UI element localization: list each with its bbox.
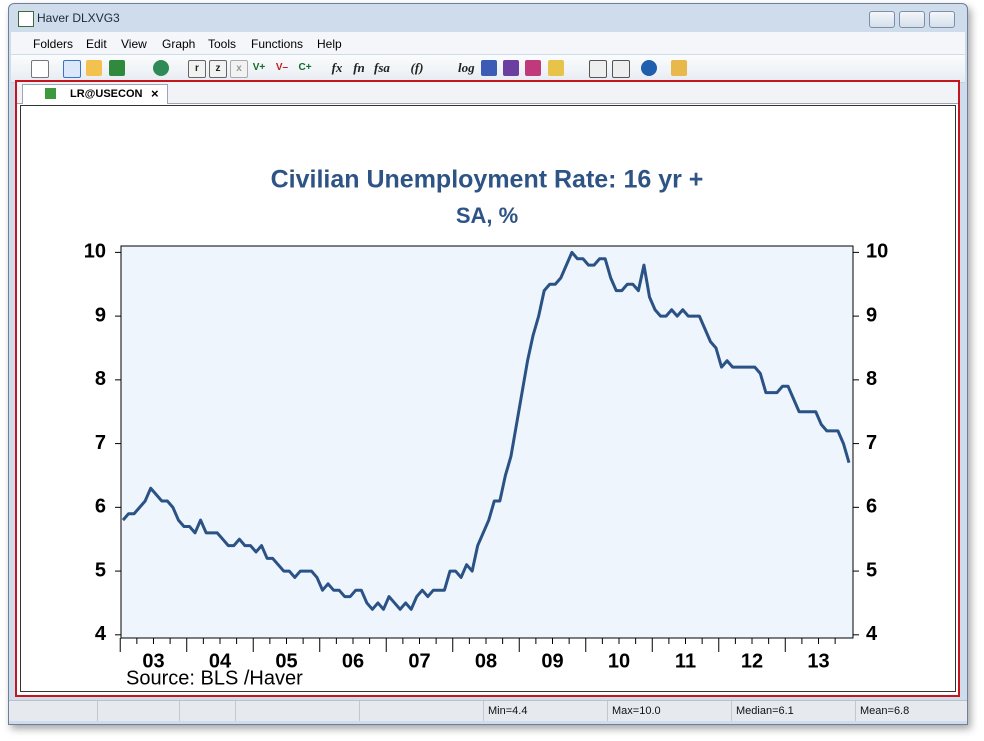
y2-tick-label: 8	[866, 368, 877, 390]
menu-item[interactable]: Tools	[208, 37, 237, 51]
y-tick-label: 10	[84, 241, 106, 263]
tab-icon	[45, 88, 56, 99]
status-cell	[607, 701, 608, 721]
toolbar-button[interactable]: log	[458, 60, 475, 75]
chart-subtitle: SA, %	[456, 203, 518, 228]
excel-button[interactable]	[109, 60, 125, 76]
status-cell	[731, 701, 732, 721]
x-tick-label: 13	[807, 650, 829, 672]
toolbar-button[interactable]: x	[230, 60, 248, 78]
forward-button[interactable]	[612, 60, 630, 78]
tab-close[interactable]: ×	[151, 86, 159, 101]
y2-tick-label: 7	[866, 432, 877, 454]
status-cell	[855, 701, 856, 721]
status-mean: Mean=6.8	[860, 705, 910, 717]
y-tick-label: 8	[95, 368, 106, 390]
plot-area	[120, 245, 854, 639]
open-button[interactable]	[86, 60, 102, 76]
source-note: Source: BLS /Haver	[126, 667, 303, 689]
x-tick-label: 10	[608, 650, 630, 672]
toolbar-button[interactable]: fn	[353, 60, 365, 75]
graph-button[interactable]	[63, 60, 81, 78]
menu-item[interactable]: Folders	[33, 37, 74, 51]
window-title: Haver DLXVG3	[37, 11, 120, 25]
y-tick-label: 4	[95, 623, 107, 645]
title-bar: Haver DLXVG3	[9, 4, 967, 32]
status-cell	[483, 701, 484, 721]
document-tab[interactable]: LR@USECON ×	[22, 84, 168, 104]
status-cell	[235, 701, 236, 721]
x-tick-label: 12	[741, 650, 763, 672]
x-tick-label: 04	[209, 650, 232, 672]
minimize-button[interactable]	[869, 11, 895, 28]
y2-tick-label: 9	[866, 304, 877, 326]
y2-tick-label: 4	[866, 623, 878, 645]
data-line	[121, 250, 851, 611]
x-tick-label: 06	[342, 650, 364, 672]
status-cell	[97, 701, 98, 721]
menu-item[interactable]: Graph	[162, 37, 196, 51]
toolbar-button[interactable]: fx	[331, 60, 343, 75]
new-button[interactable]	[31, 60, 49, 78]
toolbar-button[interactable]: C+	[298, 62, 312, 73]
chart-title: Civilian Unemployment Rate: 16 yr +	[271, 166, 704, 194]
x-tick-label: 11	[675, 650, 696, 672]
y-tick-label: 6	[95, 496, 106, 518]
toolbar-button[interactable]: V–	[275, 62, 289, 73]
x-tick-label: 08	[475, 650, 497, 672]
status-max: Max=10.0	[612, 705, 661, 717]
status-bar: Min=4.4 Max=10.0 Median=6.1 Mean=6.8	[9, 700, 967, 721]
status-median: Median=6.1	[736, 705, 794, 717]
menu-item[interactable]: Edit	[86, 37, 107, 51]
chart-button[interactable]	[525, 60, 541, 76]
toolbar-button[interactable]: r	[188, 60, 206, 78]
toolbar-button[interactable]: z	[209, 60, 227, 78]
y-tick-label: 7	[95, 432, 106, 454]
tab-label: LR@USECON	[70, 88, 143, 100]
info-button[interactable]	[641, 60, 657, 76]
x-tick-label: 09	[541, 650, 563, 672]
x-tick-label: 03	[142, 650, 164, 672]
refresh-button[interactable]	[153, 60, 169, 76]
menu-item[interactable]: Help	[317, 37, 342, 51]
x-tick-label: 05	[275, 650, 297, 672]
status-cell	[359, 701, 360, 721]
app-icon	[18, 11, 34, 27]
toolbar-button[interactable]: V+	[252, 62, 266, 73]
menu-item[interactable]: Functions	[251, 37, 304, 51]
chart-button[interactable]	[481, 60, 497, 76]
y-tick-label: 5	[95, 559, 106, 581]
folder-button[interactable]	[671, 60, 687, 76]
toolbar-button[interactable]: fsa	[374, 60, 390, 75]
toolbar-button[interactable]: (f)	[410, 60, 424, 75]
status-cell	[179, 701, 180, 721]
back-button[interactable]	[589, 60, 607, 78]
chart-button[interactable]	[503, 60, 519, 76]
toolbar: r z x V+ V– C+ fx fn fsa (f) log	[11, 55, 965, 83]
menu-item[interactable]: View	[121, 37, 147, 51]
close-button[interactable]	[929, 11, 955, 28]
y2-tick-label: 10	[866, 241, 888, 263]
chart-button[interactable]	[548, 60, 564, 76]
tab-strip	[17, 82, 958, 104]
x-tick-label: 07	[408, 650, 430, 672]
y2-tick-label: 6	[866, 496, 877, 518]
y-tick-label: 9	[95, 304, 106, 326]
menu-bar: Folders Edit View Graph Tools Functions …	[11, 32, 965, 54]
status-min: Min=4.4	[488, 705, 528, 717]
maximize-button[interactable]	[899, 11, 925, 28]
y2-tick-label: 5	[866, 559, 877, 581]
